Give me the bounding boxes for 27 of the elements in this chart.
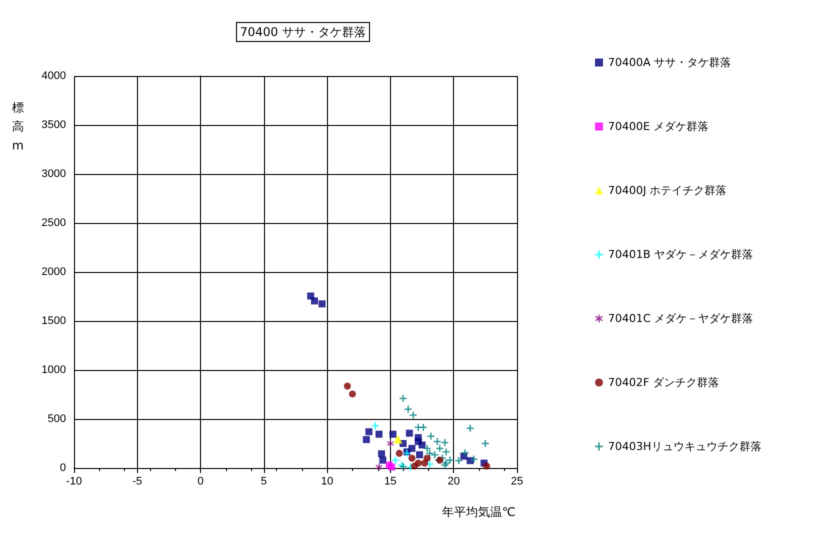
y-tick-label: 1000 [42, 364, 66, 376]
x-axis-title: 年平均気温℃ [442, 505, 516, 519]
x-tick-label: 15 [384, 476, 397, 488]
x-tick-label: -5 [132, 476, 142, 488]
y-tick-label: 1500 [42, 315, 66, 327]
y-tick-label: 4000 [42, 70, 66, 82]
y-tick-label: 2000 [42, 266, 66, 278]
y-tick-label: 3000 [42, 168, 66, 180]
legend-label: 70403Hリュウキュウチク群落 [608, 440, 762, 453]
x-tick-label: 10 [321, 476, 334, 488]
x-tick-label: -10 [66, 476, 82, 488]
x-tick-label: 5 [260, 476, 267, 488]
legend-label: 70400A ササ・タケ群落 [608, 56, 732, 69]
legend-label: 70400J ホテイチク群落 [608, 184, 727, 197]
x-tick-label: 0 [198, 476, 204, 488]
legend-label: 70402F ダンチク群落 [608, 376, 719, 389]
x-tick-label: 20 [448, 476, 460, 488]
x-tick-label: 25 [510, 476, 524, 488]
legend-label: 70401C メダケ－ヤダケ群落 [608, 312, 754, 325]
y-tick-label: 0 [60, 462, 66, 474]
y-tick-label: 3500 [42, 119, 66, 131]
chart-title: 70400 ササ・タケ群落 [240, 25, 366, 39]
y-tick-label: 2500 [42, 217, 66, 229]
legend-label: 70401B ヤダケ－メダケ群落 [608, 248, 754, 261]
y-tick-label: 500 [48, 413, 66, 425]
legend-label: 70400E メダケ群落 [608, 120, 708, 133]
y-axis-title: 標高m [12, 100, 24, 152]
